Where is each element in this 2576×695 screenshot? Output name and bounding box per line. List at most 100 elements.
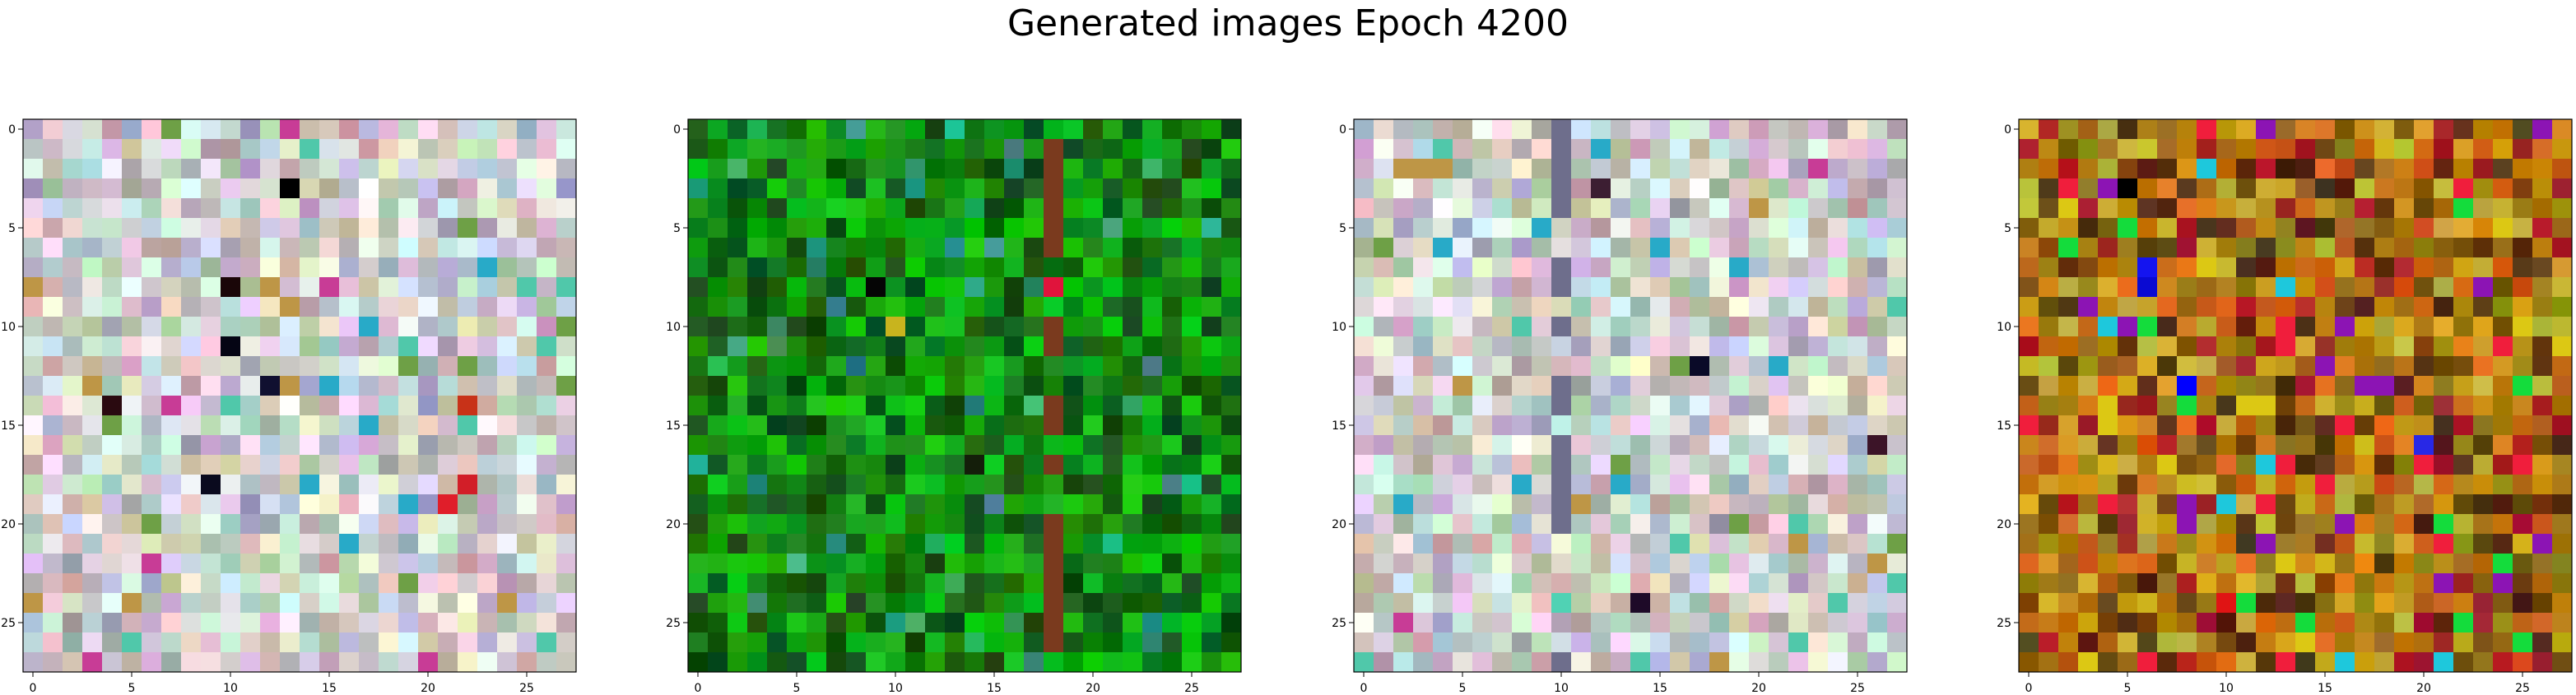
pixel-cell (300, 494, 320, 515)
pixel-cell (1650, 198, 1671, 219)
pixel-cell (1749, 198, 1769, 219)
pixel-cell (2513, 475, 2533, 495)
pixel-cell (2374, 534, 2395, 554)
pixel-cell (1123, 297, 1143, 317)
pixel-cell (458, 613, 478, 633)
pixel-cell (2177, 396, 2197, 416)
pixel-cell (1591, 257, 1611, 278)
pixel-cell (2434, 534, 2454, 554)
pixel-cell (688, 632, 709, 653)
pixel-cell (826, 178, 847, 199)
pixel-cell (556, 119, 577, 140)
pixel-cell (965, 376, 985, 396)
pixel-cell (497, 593, 518, 614)
pixel-cell (2532, 159, 2553, 179)
pixel-cell (300, 593, 320, 614)
pixel-cell (280, 356, 300, 377)
pixel-cell (2216, 218, 2237, 239)
pixel-cell (2236, 376, 2257, 396)
pixel-cell (280, 277, 300, 298)
pixel-cell (319, 494, 340, 515)
pixel-cell (2098, 119, 2118, 140)
pixel-cell (945, 435, 965, 456)
pixel-cell (2434, 376, 2454, 396)
pixel-cell (556, 376, 577, 396)
pixel-cell (2216, 494, 2237, 515)
pixel-cell (945, 356, 965, 377)
pixel-cell (339, 475, 360, 495)
pixel-cell (1690, 336, 1710, 357)
pixel-cell (1123, 159, 1143, 179)
pixel-cell (767, 238, 788, 258)
pixel-cell (1729, 257, 1750, 278)
pixel-cell (2513, 435, 2533, 456)
pixel-cell (1512, 178, 1532, 199)
pixel-cell (1063, 593, 1084, 614)
pixel-cell (2414, 455, 2434, 475)
pixel-cell (945, 613, 965, 633)
pixel-cell (708, 257, 728, 278)
pixel-cell (2019, 376, 2039, 396)
pixel-cell (688, 198, 709, 219)
pixel-cell (2256, 139, 2276, 160)
pixel-cell (1630, 435, 1651, 456)
pixel-cell (1472, 376, 1493, 396)
pixel-cell (2394, 277, 2415, 298)
pixel-cell (925, 159, 946, 179)
pixel-cell (1202, 297, 1222, 317)
pixel-cell (866, 218, 886, 239)
pixel-cell (300, 238, 320, 258)
pixel-cell (925, 257, 946, 278)
pixel-cell (688, 475, 709, 495)
pixel-cell (43, 376, 63, 396)
pixel-cell (826, 336, 847, 357)
pixel-cell (728, 652, 748, 673)
pixel-cell (1532, 514, 1552, 535)
pixel-cell (2236, 455, 2257, 475)
pixel-cell (2019, 573, 2039, 594)
pixel-cell (945, 297, 965, 317)
pixel-cell (221, 317, 241, 337)
pixel-cell (221, 336, 241, 357)
pixel-cell (1769, 139, 1789, 160)
pixel-cell (1182, 257, 1202, 278)
pixel-cell (1083, 415, 1104, 436)
x-tick-label: 15 (322, 682, 337, 695)
pixel-cell (260, 554, 281, 574)
pixel-cell (708, 317, 728, 337)
pixel-cell (1024, 139, 1044, 160)
pixel-cell (1867, 554, 1888, 574)
pixel-cell (1472, 632, 1493, 653)
pixel-cell (1182, 415, 1202, 436)
pixel-cell (2453, 534, 2474, 554)
pixel-cell (63, 376, 83, 396)
pixel-cell (2197, 218, 2217, 239)
pixel-cell (201, 178, 221, 199)
pixel-cell (497, 218, 518, 239)
pixel-cell (102, 376, 123, 396)
pixel-cell (807, 613, 827, 633)
pixel-cell (2039, 257, 2059, 278)
pixel-cell (1453, 455, 1473, 475)
pixel-cell (1611, 356, 1631, 377)
pixel-cell (2552, 277, 2573, 298)
pixel-cell (1182, 178, 1202, 199)
pixel-cell (728, 159, 748, 179)
pixel-cell (945, 554, 965, 574)
pixel-cell (2493, 494, 2513, 515)
pixel-cell (2118, 336, 2138, 357)
pixel-cell (359, 238, 379, 258)
pixel-cell (1004, 534, 1025, 554)
pixel-cell (221, 396, 241, 416)
pixel-cell (537, 376, 557, 396)
x-tick-label: 10 (223, 682, 238, 695)
pixel-cell (63, 139, 83, 160)
pixel-cell (2315, 455, 2336, 475)
pixel-cell (2493, 178, 2513, 199)
pixel-cell (708, 652, 728, 673)
pixel-cell (787, 435, 807, 456)
pixel-cell (1611, 494, 1631, 515)
pixel-cell (260, 455, 281, 475)
pixel-cell (1162, 593, 1183, 614)
pixel-cell (708, 119, 728, 140)
